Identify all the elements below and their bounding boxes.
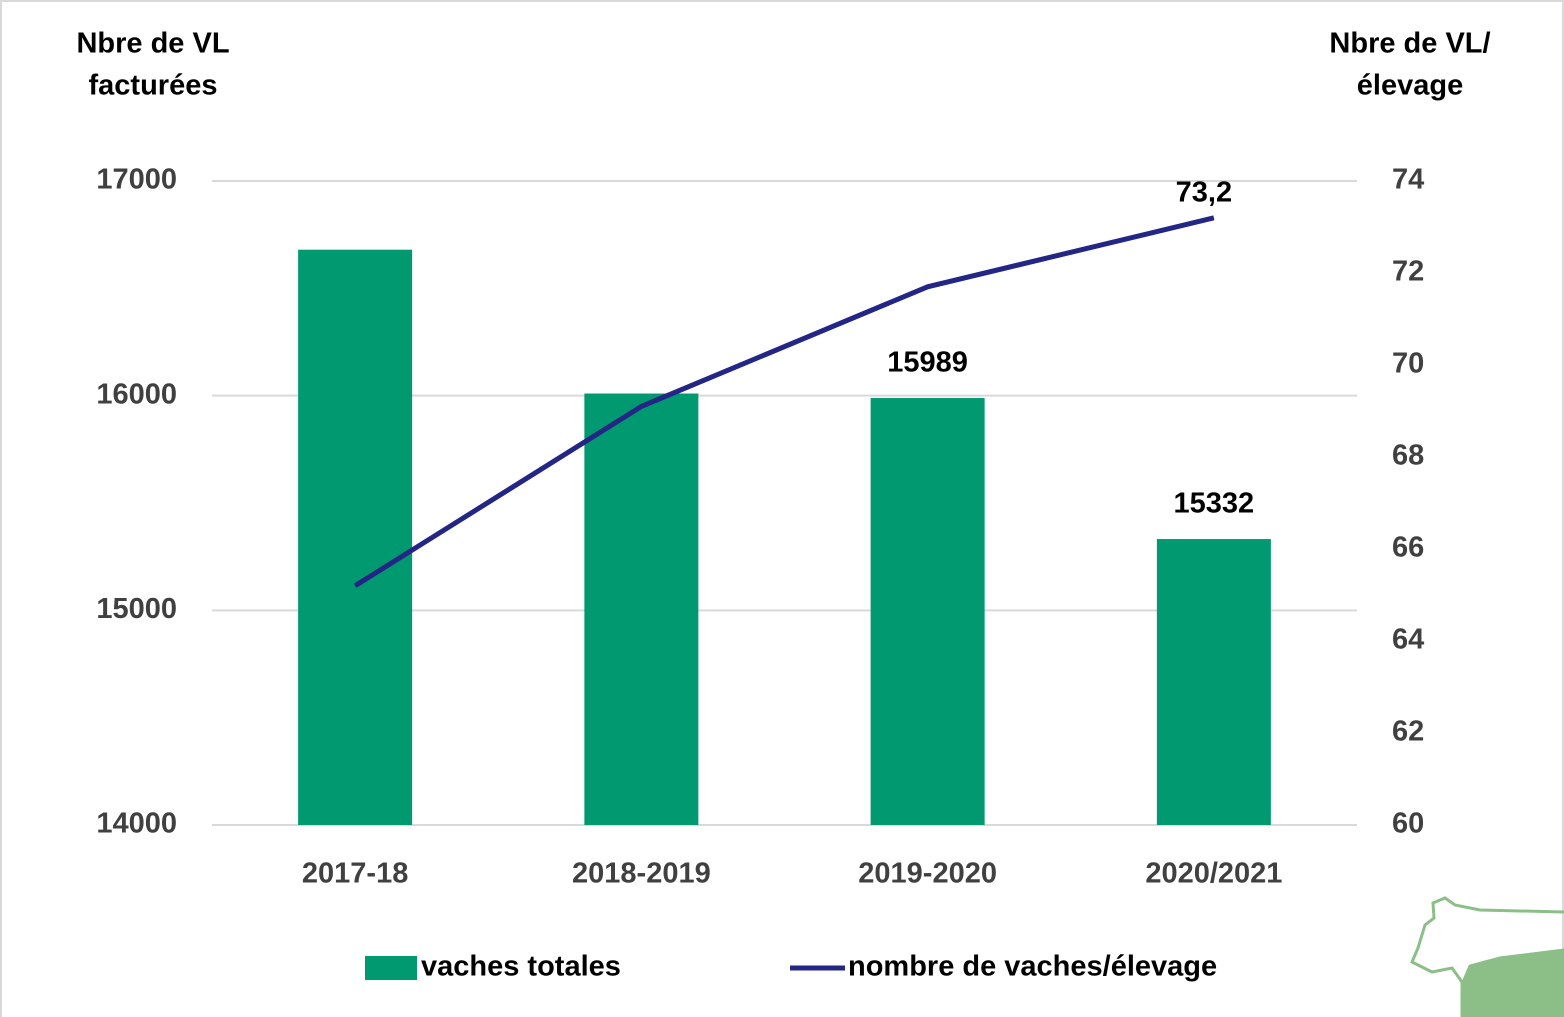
x-tick-label: 2019-2020 [858,858,997,890]
y2-tick-label: 66 [1392,532,1424,564]
data-label: 73,2 [1176,176,1232,208]
y-tick-label: 16000 [96,378,177,410]
bar [584,393,699,825]
bar [1156,539,1271,825]
y2-axis-title: élevage [1357,70,1463,102]
y2-tick-label: 64 [1392,624,1424,656]
y-tick-label: 17000 [96,164,177,196]
y2-tick-label: 74 [1392,164,1424,196]
bar [298,249,413,825]
legend-label: vaches totales [421,951,621,983]
line [353,215,1215,588]
y2-axis-title: Nbre de VL/ [1329,28,1490,60]
y-tick-label: 14000 [96,808,177,840]
y2-tick-label: 68 [1392,440,1424,472]
legend-swatch [365,956,417,980]
y2-tick-label: 72 [1392,256,1424,288]
x-tick-label: 2018-2019 [572,858,711,890]
y-tick-label: 15000 [96,593,177,625]
y-axis-title: facturées [89,70,218,102]
data-label: 15332 [1174,488,1255,520]
y2-tick-label: 62 [1392,716,1424,748]
y2-tick-label: 70 [1392,348,1424,380]
y2-tick-label: 60 [1392,808,1424,840]
x-tick-label: 2017-18 [302,858,408,890]
x-tick-label: 2020/2021 [1145,858,1282,890]
cow-icon [1410,896,1564,1017]
data-label: 15989 [887,347,968,379]
y-axis-title: Nbre de VL [76,28,229,60]
legend-label: nombre de vaches/élevage [848,951,1217,983]
bar [870,398,985,825]
